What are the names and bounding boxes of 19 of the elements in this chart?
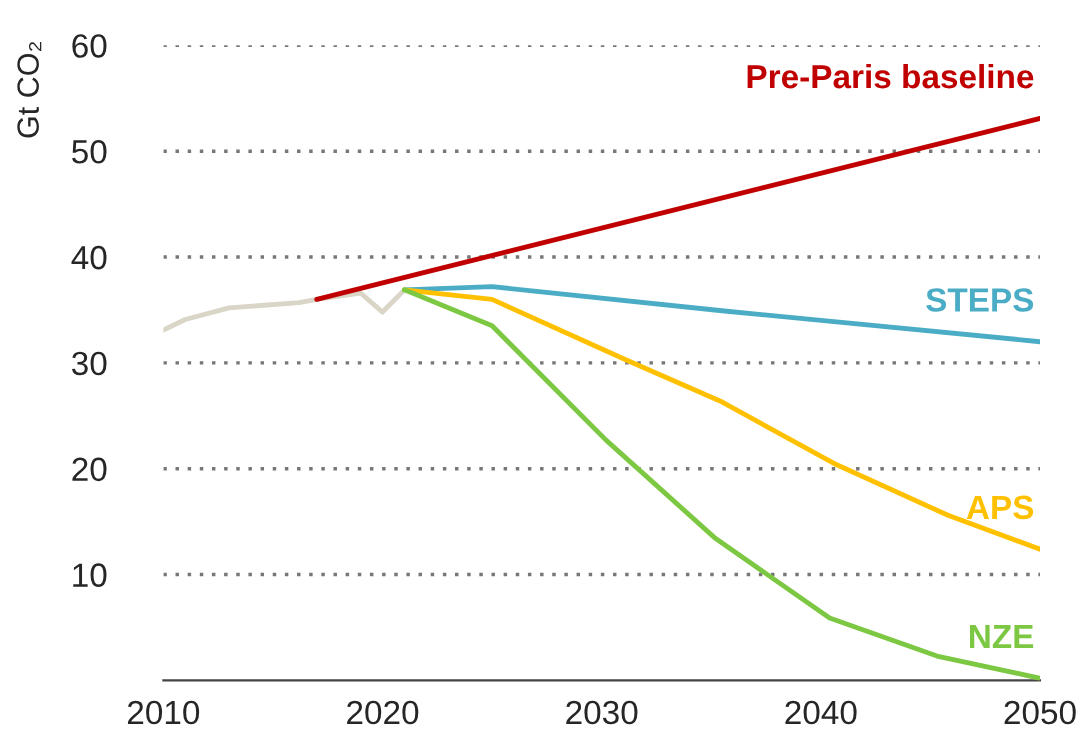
series-label: STEPS xyxy=(926,288,1034,312)
x-tick-label: 2010 xyxy=(127,700,200,725)
line-series xyxy=(402,287,1040,681)
x-tick-label: 2030 xyxy=(566,700,638,725)
line-series xyxy=(402,284,1040,345)
series-label: NZE xyxy=(970,625,1034,649)
y-axis-title: Gt CO₂ xyxy=(17,42,42,138)
y-tick-label: 30 xyxy=(71,351,107,376)
y-tick-label: 60 xyxy=(72,34,107,58)
x-tick-label: 2020 xyxy=(347,700,419,725)
y-tick-label: 20 xyxy=(72,457,107,482)
x-tick-label: 2050 xyxy=(1004,700,1076,725)
y-tick-label: 40 xyxy=(71,245,107,270)
y-tick-label: 10 xyxy=(73,563,107,587)
series-label: APS xyxy=(966,495,1034,520)
x-tick-label: 2040 xyxy=(785,700,857,725)
y-tick-label: 50 xyxy=(72,140,107,164)
line-series xyxy=(402,287,1040,552)
series-label: Pre-Paris baseline xyxy=(747,63,1034,89)
